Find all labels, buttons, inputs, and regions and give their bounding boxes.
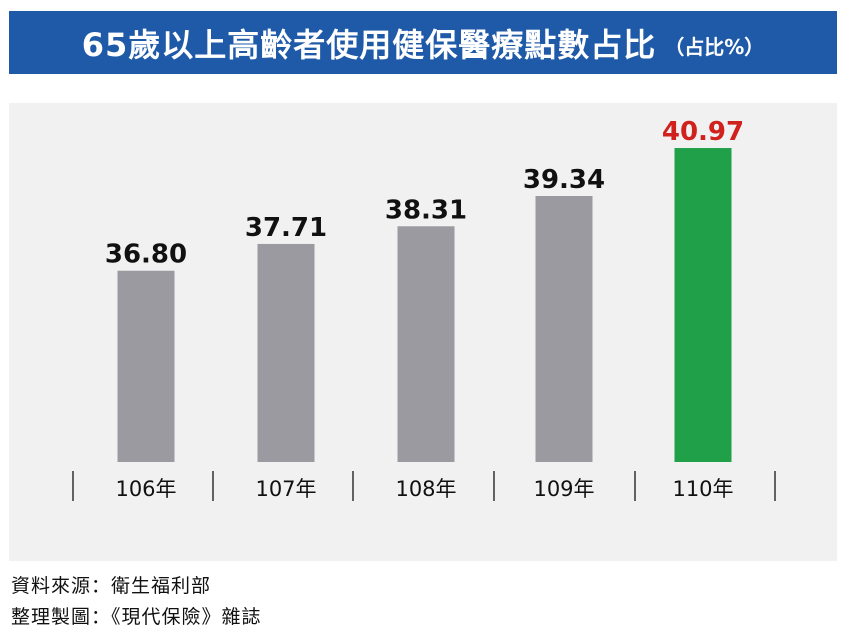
category-label-2: 107年 [255,477,316,501]
bar-4 [535,195,593,462]
category-label-3: 108年 [395,477,456,501]
data-source-note: 資料來源：衛生福利部 [11,575,212,597]
bar-chart: 36.80 106年 37.71 107年 38.31 108年 39.34 109年 40.9… [72,117,776,501]
bar-value-label-3: 38.31 [385,195,467,225]
compiled-by-note: 整理製圖：《現代保險》雜誌 [11,606,262,628]
chart-panel: 36.80 106年 37.71 107年 38.31 108年 39.34 109年 40.9… [9,103,837,561]
chart-title: 65歲以上高齡者使用健保醫療點數占比 [81,25,657,64]
bar-3 [397,226,455,462]
category-label-4: 109年 [533,477,594,501]
bar-value-label-5: 40.97 [662,117,744,147]
title-banner: 65歲以上高齡者使用健保醫療點數占比 （占比%） [9,11,837,74]
bar-5 [674,148,732,462]
category-label-1: 106年 [115,477,176,501]
chart-unit: （占比%） [664,35,765,59]
bar-value-label-2: 37.71 [245,213,327,243]
bar-value-label-4: 39.34 [523,165,605,195]
category-label-5: 110年 [672,477,733,501]
bar-1 [117,270,175,462]
bar-2 [257,243,315,462]
bar-value-label-1: 36.80 [105,240,187,270]
